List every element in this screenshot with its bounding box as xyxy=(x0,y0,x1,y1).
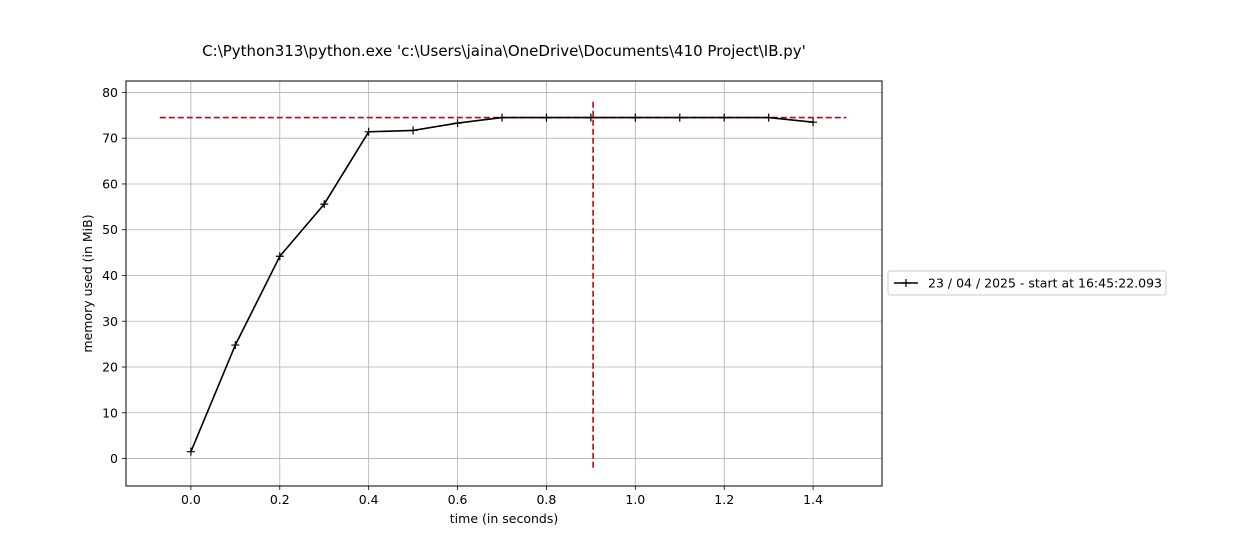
legend-entry-label: 23 / 04 / 2025 - start at 16:45:22.093 xyxy=(928,276,1162,291)
series-lines xyxy=(186,113,818,456)
y-axis-ticks: 0 10 20 30 40 50 60 70 80 xyxy=(102,85,126,466)
series-line xyxy=(190,116,814,453)
data-point xyxy=(631,113,640,122)
data-point xyxy=(231,341,240,350)
data-point xyxy=(498,113,506,122)
y-tick-label: 40 xyxy=(102,268,118,283)
y-tick-label: 10 xyxy=(102,405,118,420)
plot-area-frame xyxy=(125,80,883,487)
data-point xyxy=(186,447,195,456)
x-tick-label: 0.6 xyxy=(448,492,468,507)
y-tick-label: 30 xyxy=(102,314,118,329)
data-point xyxy=(809,118,818,127)
data-point xyxy=(275,252,284,261)
legend-plus-marker xyxy=(902,279,910,287)
data-point xyxy=(320,200,329,209)
x-axis-label: time (in seconds) xyxy=(450,511,558,526)
data-point xyxy=(409,126,418,135)
data-point xyxy=(453,119,462,128)
x-tick-label: 1.0 xyxy=(625,492,645,507)
data-point xyxy=(764,113,773,122)
y-axis-label: memory used (in MiB) xyxy=(80,214,95,352)
data-point xyxy=(720,113,729,122)
x-tick-label: 1.2 xyxy=(714,492,734,507)
grid xyxy=(126,81,882,486)
data-point xyxy=(542,113,551,122)
y-tick-label: 50 xyxy=(102,222,118,237)
data-point xyxy=(675,113,684,122)
legend: 23 / 04 / 2025 - start at 16:45:22.093 xyxy=(887,270,1167,296)
y-tick-label: 0 xyxy=(110,451,118,466)
data-point xyxy=(586,113,595,122)
x-tick-label: 0.8 xyxy=(536,492,556,507)
legend-box xyxy=(887,270,1167,296)
x-axis-ticks: 0.0 0.2 0.4 0.6 0.8 1.0 1.2 1.4 xyxy=(181,486,823,507)
chart-title: C:\Python313\python.exe 'c:\Users\jaina\… xyxy=(202,42,806,60)
y-tick-label: 20 xyxy=(102,360,118,375)
y-tick-label: 80 xyxy=(102,85,118,100)
data-point xyxy=(364,127,373,136)
x-tick-label: 0.0 xyxy=(181,492,201,507)
x-tick-label: 1.4 xyxy=(803,492,823,507)
x-tick-label: 0.4 xyxy=(359,492,379,507)
x-tick-label: 0.2 xyxy=(270,492,290,507)
y-tick-label: 60 xyxy=(102,176,118,191)
y-tick-label: 70 xyxy=(102,131,118,146)
